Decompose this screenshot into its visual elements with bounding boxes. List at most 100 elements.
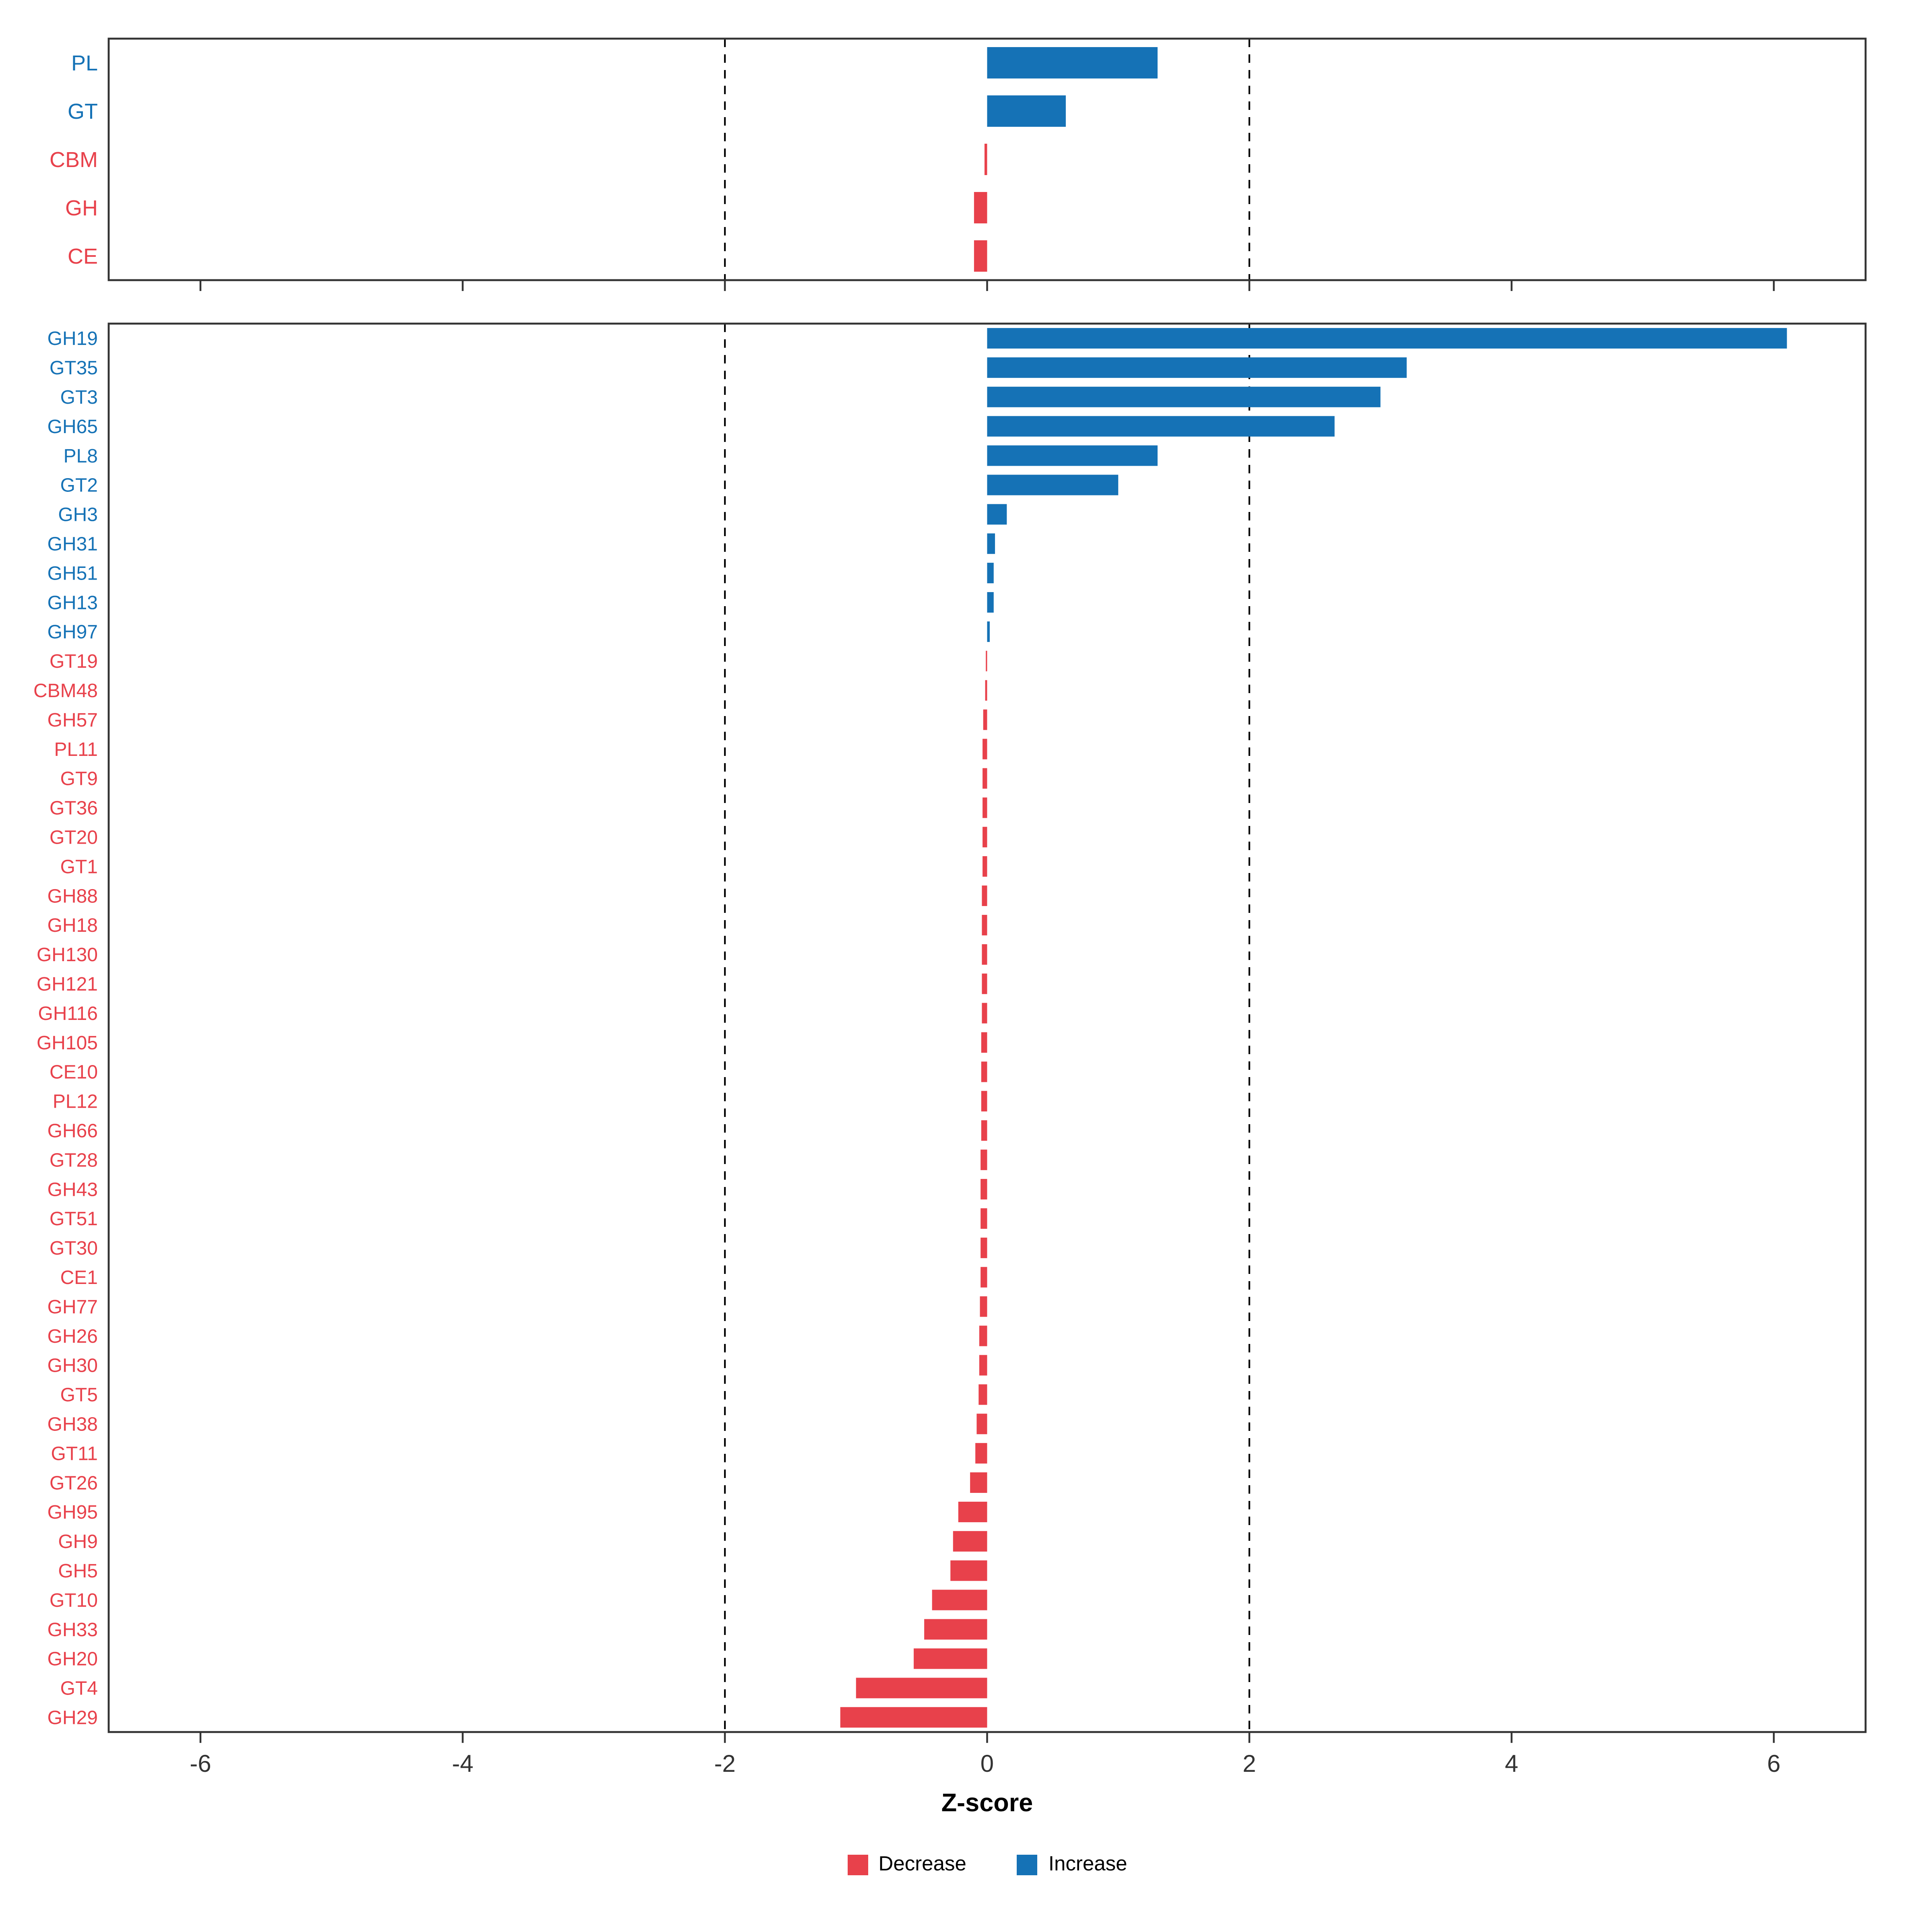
bar-GT3 xyxy=(987,386,1381,407)
bar-GH121 xyxy=(982,973,987,994)
y-label-GH116: GH116 xyxy=(38,1003,98,1024)
x-axis-title: Z-score xyxy=(941,1790,1033,1818)
bar-CE xyxy=(974,240,987,272)
x-tick-label: 2 xyxy=(1243,1750,1256,1777)
bar-GT5 xyxy=(978,1384,987,1405)
y-label-GH51: GH51 xyxy=(47,563,98,584)
increase-swatch-icon xyxy=(1017,1854,1038,1875)
bar-GH19 xyxy=(987,328,1787,349)
bar-GH33 xyxy=(924,1619,987,1640)
legend: Decrease Increase xyxy=(109,1853,1866,1877)
panel-border xyxy=(107,37,1867,281)
y-label-GT11: GT11 xyxy=(51,1443,98,1464)
y-label-GH20: GH20 xyxy=(47,1649,98,1670)
x-tick-label: 4 xyxy=(1505,1750,1518,1777)
y-label-GH38: GH38 xyxy=(47,1414,98,1435)
bar-GT20 xyxy=(983,827,987,848)
y-label-GH66: GH66 xyxy=(47,1121,98,1142)
bar-GT30 xyxy=(980,1237,987,1258)
y-label-GH97: GH97 xyxy=(47,621,98,643)
y-label-GH33: GH33 xyxy=(47,1619,98,1641)
bar-GT51 xyxy=(980,1208,987,1229)
x-tick-label: -4 xyxy=(452,1750,473,1777)
y-label-GH18: GH18 xyxy=(47,915,98,936)
bar-GH65 xyxy=(987,416,1335,437)
y-label-CBM: CBM xyxy=(50,148,98,172)
bottom-panel-chart: GH19 GT35 GT3 GH65 PL8 GT2 GH3 GH31 GH51 GH13 GH97… xyxy=(33,322,1867,1777)
y-label-GT30: GT30 xyxy=(50,1238,98,1259)
y-label-GH95: GH95 xyxy=(47,1502,98,1523)
y-label-GT35: GT35 xyxy=(50,357,98,379)
y-label-GT4: GT4 xyxy=(60,1678,98,1699)
bar-GT35 xyxy=(987,357,1407,378)
bar-GT11 xyxy=(975,1443,987,1464)
bar-GH43 xyxy=(980,1179,987,1200)
bar-GH xyxy=(974,192,987,223)
y-label-CBM48: CBM48 xyxy=(33,680,98,702)
y-label-PL11: PL11 xyxy=(54,739,98,760)
bar-CBM48 xyxy=(985,680,987,701)
x-tick-label: 6 xyxy=(1767,1750,1780,1777)
bar-GH26 xyxy=(979,1325,987,1346)
y-label-CE: CE xyxy=(68,244,98,268)
y-label-GT51: GT51 xyxy=(50,1208,98,1230)
y-label-GT5: GT5 xyxy=(60,1385,98,1406)
y-label-CE10: CE10 xyxy=(50,1062,98,1083)
bar-GH20 xyxy=(914,1648,987,1669)
panel-background xyxy=(109,323,1866,1732)
x-tick-label: 0 xyxy=(980,1750,994,1777)
bar-GH31 xyxy=(987,533,995,554)
bar-GT1 xyxy=(983,856,987,877)
legend-item-decrease: Decrease xyxy=(847,1853,966,1877)
y-label-GT1: GT1 xyxy=(60,856,98,877)
bar-GH116 xyxy=(982,1003,987,1024)
y-label-GH19: GH19 xyxy=(47,328,98,349)
y-label-GH57: GH57 xyxy=(47,710,98,731)
bar-GH88 xyxy=(982,886,987,906)
bar-CE1 xyxy=(980,1267,987,1288)
x-tick-label: -6 xyxy=(190,1750,211,1777)
bar-PL11 xyxy=(983,739,987,760)
bar-GH105 xyxy=(981,1032,987,1053)
bar-GH38 xyxy=(976,1414,987,1435)
y-label-GH130: GH130 xyxy=(37,944,98,966)
y-label-GH31: GH31 xyxy=(47,534,98,555)
bar-GH97 xyxy=(987,621,990,642)
decrease-swatch-icon xyxy=(847,1854,868,1875)
y-label-PL: PL xyxy=(71,51,98,75)
x-tick-label: -2 xyxy=(714,1750,735,1777)
bar-GH130 xyxy=(982,944,987,965)
y-label-GH26: GH26 xyxy=(47,1326,98,1347)
y-label-GT36: GT36 xyxy=(50,798,98,819)
y-label-GH29: GH29 xyxy=(47,1707,98,1729)
y-label-GH77: GH77 xyxy=(47,1296,98,1318)
bar-PL8 xyxy=(987,445,1158,466)
bar-GH77 xyxy=(980,1296,987,1317)
bar-GH5 xyxy=(950,1560,987,1581)
y-label-GH105: GH105 xyxy=(37,1032,98,1054)
y-label-PL12: PL12 xyxy=(53,1091,98,1113)
y-label-GH88: GH88 xyxy=(47,886,98,907)
y-label-GT19: GT19 xyxy=(50,651,98,672)
bar-GH30 xyxy=(979,1355,987,1376)
y-label-GH121: GH121 xyxy=(37,974,98,995)
bar-GH57 xyxy=(983,709,987,730)
y-label-GH30: GH30 xyxy=(47,1355,98,1377)
y-label-GH65: GH65 xyxy=(47,416,98,438)
bar-CBM xyxy=(984,144,987,175)
y-label-GT10: GT10 xyxy=(50,1590,98,1611)
bar-GT2 xyxy=(987,475,1119,495)
bar-GT28 xyxy=(980,1150,987,1170)
bar-PL xyxy=(987,47,1158,78)
legend-item-increase: Increase xyxy=(1017,1853,1127,1877)
y-label-GT3: GT3 xyxy=(60,387,98,408)
bar-GH66 xyxy=(981,1120,987,1141)
y-label-GH5: GH5 xyxy=(58,1560,98,1582)
y-label-GT: GT xyxy=(68,99,98,124)
y-label-GH3: GH3 xyxy=(58,504,98,526)
bar-GH29 xyxy=(840,1707,987,1728)
top-panel-chart: PL GT CBM GH CE xyxy=(50,37,1867,291)
legend-label-decrease: Decrease xyxy=(878,1853,966,1876)
bar-GT9 xyxy=(983,768,987,789)
